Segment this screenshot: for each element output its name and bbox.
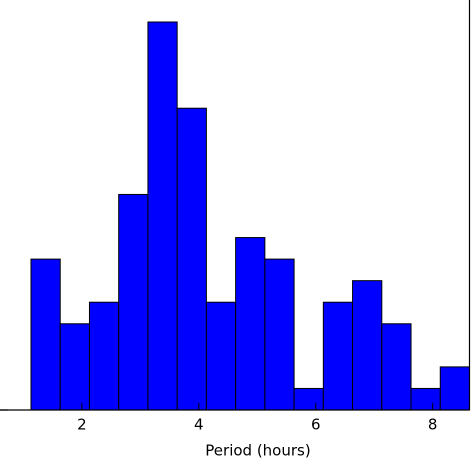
x-tick-label: 4: [194, 416, 204, 434]
bar: [205, 301, 237, 411]
bar: [264, 258, 295, 411]
x-tick-label: 8: [428, 416, 438, 434]
bar: [88, 301, 120, 411]
bar: [235, 237, 266, 411]
x-axis-label: Period (hours): [205, 442, 310, 460]
bar: [59, 323, 90, 411]
bar: [352, 280, 383, 411]
x-tick-label: 2: [77, 416, 87, 434]
bar: [118, 193, 149, 411]
bar: [381, 323, 412, 411]
bar: [30, 258, 61, 411]
bar: [322, 301, 354, 411]
bar: [147, 21, 178, 411]
bar: [293, 387, 324, 411]
x-tick-label: 6: [311, 416, 321, 434]
bar: [410, 387, 441, 411]
bar: [439, 366, 470, 411]
bar: [176, 107, 207, 411]
